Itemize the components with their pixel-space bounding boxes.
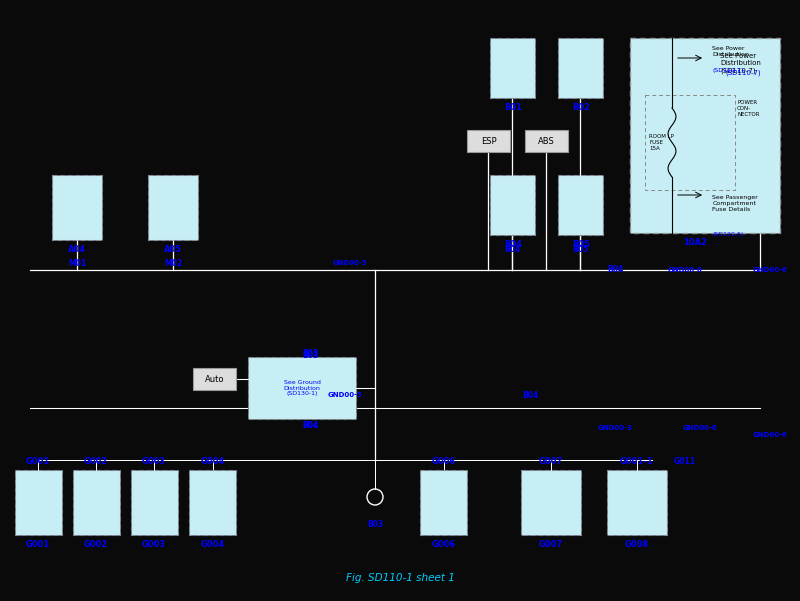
Text: B05: B05 [572,240,590,249]
Text: (SD110-7): (SD110-7) [725,70,761,76]
Text: B04: B04 [504,245,520,254]
Text: GND00-5: GND00-5 [333,260,367,266]
Text: Fig. SD110-1 sheet 1: Fig. SD110-1 sheet 1 [346,573,454,583]
Text: M02: M02 [164,258,182,267]
Text: G001: G001 [26,540,50,549]
FancyBboxPatch shape [607,470,667,535]
Text: G006: G006 [432,457,456,466]
Text: Auto: Auto [205,374,224,383]
Text: See Power
Distribution
(SD110-7): See Power Distribution (SD110-7) [720,53,761,73]
Text: B04: B04 [607,266,623,275]
Text: M01: M01 [68,258,86,267]
Text: See Power
Distribution: See Power Distribution [713,46,750,57]
Text: GND00-6: GND00-6 [753,432,787,438]
Text: ABS: ABS [538,136,555,145]
Text: ESP: ESP [481,136,496,145]
Text: G007: G007 [539,457,563,466]
Text: B03: B03 [302,349,318,358]
Text: G002: G002 [84,457,108,466]
Text: G003: G003 [142,457,166,466]
Text: (SD120-5): (SD120-5) [713,232,744,237]
FancyBboxPatch shape [52,175,102,240]
Text: (SD110-7): (SD110-7) [713,68,744,73]
Text: GND00-6: GND00-6 [753,267,787,273]
Text: B04: B04 [504,240,522,249]
FancyBboxPatch shape [248,357,356,419]
Text: A05: A05 [164,245,182,254]
FancyBboxPatch shape [521,470,581,535]
Text: B03: B03 [367,520,383,529]
FancyBboxPatch shape [420,470,467,535]
FancyBboxPatch shape [558,38,603,98]
Text: B05: B05 [572,245,588,254]
Text: GND00-6: GND00-6 [682,425,718,431]
Text: G004: G004 [201,540,225,549]
Text: G001: G001 [26,457,50,466]
Text: GND00-3: GND00-3 [598,425,633,431]
FancyBboxPatch shape [189,470,236,535]
FancyBboxPatch shape [490,175,535,235]
Text: B03: B03 [302,350,318,359]
FancyBboxPatch shape [15,470,62,535]
Text: G008: G008 [625,540,649,549]
Text: G002: G002 [84,540,108,549]
FancyBboxPatch shape [131,470,178,535]
Text: See Ground
Distribution
(SD130-1): See Ground Distribution (SD130-1) [283,380,321,396]
FancyBboxPatch shape [558,175,603,235]
Text: G007: G007 [539,540,563,549]
Text: A04: A04 [68,245,86,254]
Text: B04: B04 [302,421,318,430]
FancyBboxPatch shape [525,130,568,152]
Text: POWER
CON-
NECTOR: POWER CON- NECTOR [737,100,759,117]
FancyBboxPatch shape [73,470,120,535]
FancyBboxPatch shape [193,368,236,390]
Text: B04: B04 [522,391,538,400]
Text: GND00-6: GND00-6 [668,267,702,273]
FancyBboxPatch shape [490,38,535,98]
Text: G004: G004 [201,457,225,466]
Text: GND00-5: GND00-5 [328,392,362,398]
Text: G003: G003 [142,540,166,549]
FancyBboxPatch shape [148,175,198,240]
Text: B04: B04 [302,421,318,430]
Text: G006: G006 [432,540,456,549]
Text: See Passenger
Compartment
Fuse Details: See Passenger Compartment Fuse Details [713,195,758,212]
Text: B01: B01 [504,103,522,112]
FancyBboxPatch shape [630,38,780,233]
Text: ROOM LP
FUSE
15A: ROOM LP FUSE 15A [649,134,674,151]
Text: G011: G011 [674,457,696,466]
Text: B02: B02 [572,103,590,112]
Text: G001-1: G001-1 [620,457,654,466]
FancyBboxPatch shape [467,130,510,152]
Text: 10A2: 10A2 [683,238,707,247]
